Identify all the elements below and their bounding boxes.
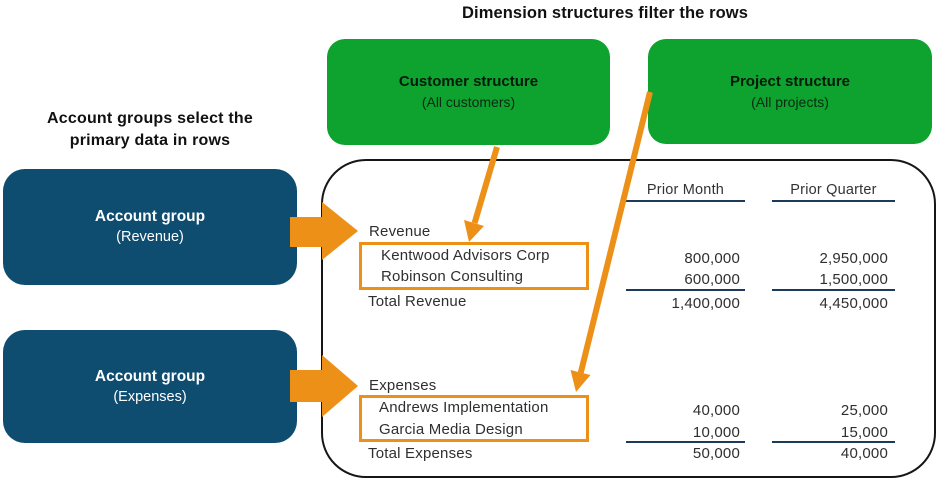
project-structure-box: Project structure (All projects)	[648, 39, 932, 144]
row-robinson-prior-quarter: 1,500,000	[819, 271, 888, 288]
row-label-andrews: Andrews Implementation	[379, 399, 549, 416]
row-garcia-prior-quarter: 15,000	[840, 424, 888, 441]
row-robinson-prior-month: 600,000	[684, 271, 740, 288]
total-expenses-rule-prior-month	[626, 441, 745, 443]
total-expenses-rule-prior-quarter	[772, 441, 895, 443]
row-andrews-prior-quarter: 25,000	[840, 402, 888, 419]
total-revenue-prior-month: 1,400,000	[671, 295, 740, 312]
account-groups-heading: Account groups select the primary data i…	[0, 108, 300, 152]
column-header-prior-month: Prior Month	[646, 182, 725, 198]
customer-structure-title: Customer structure	[398, 73, 539, 90]
total-expenses-label: Total Expenses	[368, 445, 473, 462]
row-kentwood-prior-quarter: 2,950,000	[819, 250, 888, 267]
total-revenue-rule-prior-quarter	[772, 289, 895, 291]
column-header-prior-quarter: Prior Quarter	[790, 182, 877, 198]
project-structure-subtitle: (All projects)	[751, 93, 829, 110]
row-garcia-prior-month: 10,000	[692, 424, 740, 441]
section-header-revenue: Revenue	[369, 223, 431, 240]
total-revenue-label: Total Revenue	[368, 293, 467, 310]
account-group-revenue-subtitle: (Revenue)	[116, 229, 184, 245]
header-rule-prior-month	[626, 200, 745, 202]
account-group-revenue-title: Account group	[94, 208, 206, 225]
total-expenses-prior-quarter: 40,000	[840, 445, 888, 462]
total-revenue-prior-quarter: 4,450,000	[819, 295, 888, 312]
account-group-expenses-box: Account group (Expenses)	[3, 330, 297, 443]
row-label-robinson: Robinson Consulting	[381, 268, 524, 285]
total-revenue-rule-prior-month	[626, 289, 745, 291]
row-kentwood-prior-month: 800,000	[684, 250, 740, 267]
account-group-expenses-title: Account group	[94, 367, 206, 385]
customer-rows-highlight-box	[359, 242, 589, 290]
account-group-expenses-subtitle: (Expenses)	[113, 388, 187, 405]
project-rows-highlight-box	[359, 395, 589, 442]
project-structure-title: Project structure	[729, 72, 851, 90]
row-andrews-prior-month: 40,000	[692, 402, 740, 419]
diagram-title: Dimension structures filter the rows	[462, 4, 748, 22]
customer-structure-box: Customer structure (All customers)	[327, 39, 610, 145]
total-expenses-prior-month: 50,000	[692, 445, 740, 462]
account-groups-heading-line2: primary data in rows	[69, 132, 231, 149]
row-label-garcia: Garcia Media Design	[379, 421, 523, 438]
customer-structure-subtitle: (All customers)	[421, 94, 516, 110]
section-header-expenses: Expenses	[369, 377, 437, 394]
account-groups-heading-line1: Account groups select the	[47, 110, 253, 127]
row-label-kentwood: Kentwood Advisors Corp	[381, 247, 550, 264]
account-group-revenue-box: Account group (Revenue)	[3, 169, 297, 285]
header-rule-prior-quarter	[772, 200, 895, 202]
